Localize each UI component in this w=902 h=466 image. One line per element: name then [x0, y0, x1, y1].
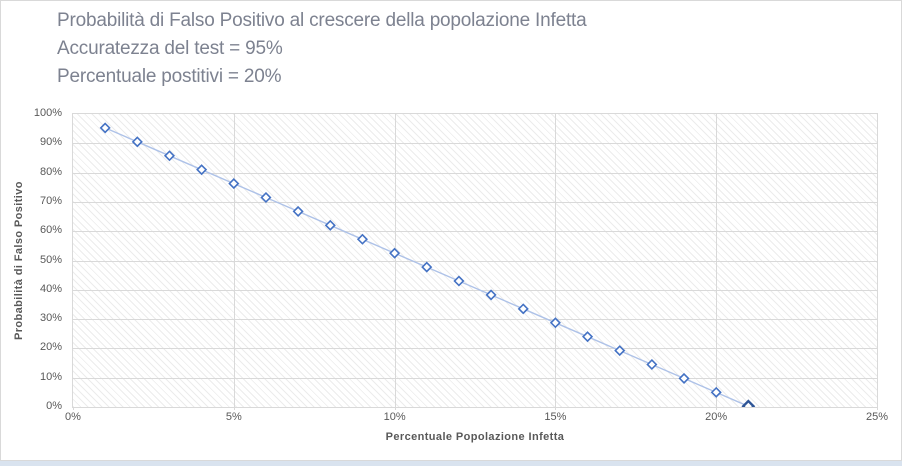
data-point-marker[interactable] [614, 345, 626, 357]
x-axis-tick-mark [877, 407, 878, 410]
y-axis-tick-label: 30% [39, 312, 62, 324]
data-point-marker[interactable] [99, 122, 111, 134]
x-axis-tick-label: 5% [225, 411, 242, 423]
x-axis-tick-mark [555, 407, 556, 410]
data-point-marker[interactable] [582, 331, 594, 343]
y-axis-tick-label: 60% [39, 224, 62, 236]
y-axis-tick-label: 20% [39, 341, 62, 353]
data-point-marker[interactable] [453, 275, 465, 287]
data-point-marker[interactable] [549, 317, 561, 329]
data-point-marker[interactable] [678, 372, 690, 384]
data-point-marker[interactable] [421, 261, 433, 273]
data-point-marker[interactable] [292, 205, 304, 217]
x-axis-tick-label: 10% [383, 411, 406, 423]
chart-svg [73, 114, 877, 407]
data-point-marker[interactable] [356, 233, 368, 245]
y-axis-tick-label: 10% [39, 371, 62, 383]
x-axis-tick-mark [234, 407, 235, 410]
x-axis-tick-mark [395, 407, 396, 410]
chart-title-block[interactable]: Probabilità di Falso Positivo al crescer… [57, 7, 817, 91]
y-axis-tick-label: 100% [33, 107, 62, 119]
data-point-marker[interactable] [228, 178, 240, 190]
worksheet-background-strip [0, 461, 902, 466]
x-axis-tick-label: 20% [705, 411, 728, 423]
data-point-marker[interactable] [324, 219, 336, 231]
y-axis-tick-label: 90% [39, 136, 62, 148]
data-point-marker[interactable] [646, 358, 658, 371]
data-point-marker[interactable] [389, 247, 401, 259]
x-axis-tick-label: 15% [544, 411, 567, 423]
data-point-marker[interactable] [131, 136, 143, 148]
data-point-marker[interactable] [163, 150, 176, 162]
x-axis-tick-mark [73, 407, 74, 410]
chart-title-line-2: Accuratezza del test = 95% [57, 38, 283, 59]
y-axis-tick-label: 0% [46, 400, 62, 412]
chart-title-line-1: Probabilità di Falso Positivo al crescer… [57, 10, 587, 31]
x-axis-tick-label: 0% [65, 411, 81, 423]
plot-area[interactable] [72, 113, 878, 408]
data-point-marker-selected[interactable] [741, 399, 756, 407]
x-axis-title[interactable]: Percentuale Popolazione Infetta [385, 431, 565, 443]
x-axis-tick-mark [716, 407, 717, 410]
data-point-marker[interactable] [517, 303, 529, 315]
data-point-marker[interactable] [710, 386, 722, 398]
chart-title-line-3: Percentuale postitivi = 20% [57, 66, 282, 87]
y-axis-tick-label: 40% [39, 283, 62, 295]
data-point-marker[interactable] [485, 289, 497, 301]
data-point-marker[interactable] [196, 164, 208, 176]
y-axis-tick-label: 70% [39, 195, 62, 207]
y-axis-tick-label: 80% [39, 166, 62, 178]
y-axis-tick-label: 50% [39, 254, 62, 266]
data-point-marker[interactable] [260, 191, 272, 204]
x-axis-tick-label: 25% [865, 411, 889, 423]
